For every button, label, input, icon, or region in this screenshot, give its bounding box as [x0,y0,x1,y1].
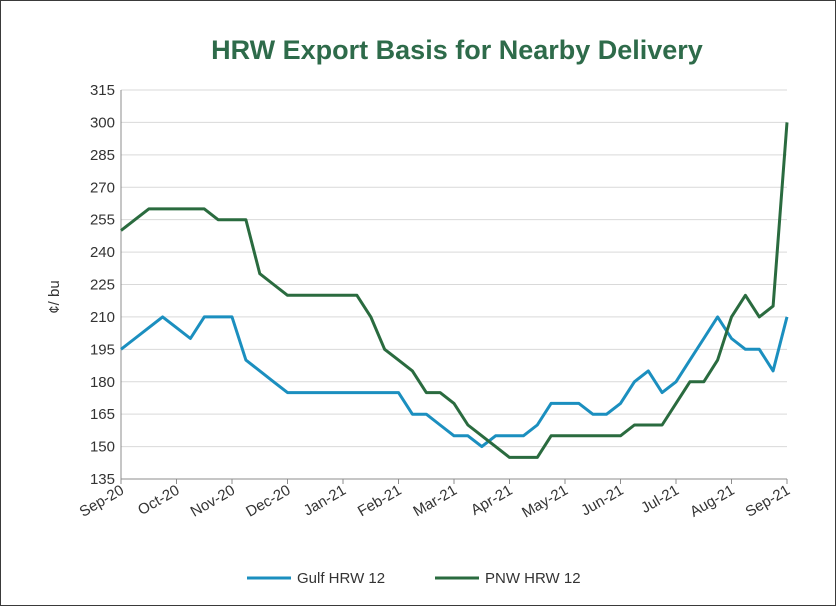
y-tick-label: 240 [90,244,115,261]
legend-gulf-label: Gulf HRW 12 [297,570,385,587]
y-tick-label: 285 [90,147,115,164]
y-tick-label: 180 [90,374,115,391]
x-tick-label: Jan-21 [301,482,349,520]
y-tick-label: 135 [90,471,115,488]
x-tick-label: Dec-20 [243,482,293,521]
y-tick-label: 150 [90,439,115,456]
y-tick-label: 300 [90,114,115,131]
y-tick-label: 195 [90,341,115,358]
pnw-hrw-12-line [120,122,789,459]
x-axis-ticks: Sep-20 Oct-20 Nov-20 Dec-20 Jan-21 Feb-21 Mar-… [77,482,793,522]
x-tick-label: Feb-21 [355,482,405,520]
legend-pnw-label: PNW HRW 12 [485,570,581,587]
gulf-hrw-12-line [120,315,789,449]
x-tick-label: Nov-20 [188,482,238,521]
y-axis-label: ¢/ bu [46,280,63,313]
series-lines [120,122,789,459]
legend: Gulf HRW 12 PNW HRW 12 [247,570,581,587]
x-tick-label: Mar-21 [410,482,460,520]
gridlines [121,89,787,480]
y-tick-label: 315 [90,82,115,99]
x-tick-label: Jul-21 [638,482,682,517]
y-tick-label: 210 [90,309,115,326]
x-tick-label: Apr-21 [468,482,515,519]
chart-title: HRW Export Basis for Nearby Delivery [211,35,703,65]
y-tick-label: 225 [90,277,115,294]
x-tick-label: Oct-20 [135,482,182,519]
x-tick-label: Sep-21 [743,482,793,521]
y-tick-label: 255 [90,212,115,229]
y-tick-label: 165 [90,406,115,423]
y-tick-label: 270 [90,179,115,196]
x-tick-label: Aug-21 [687,482,737,521]
x-tick-label: May-21 [519,482,571,522]
x-axis [120,90,788,484]
x-tick-label: Jun-21 [578,482,626,520]
y-axis-ticks: 135 150 165 180 195 210 225 240 255 270 285 300 315 [90,82,115,488]
